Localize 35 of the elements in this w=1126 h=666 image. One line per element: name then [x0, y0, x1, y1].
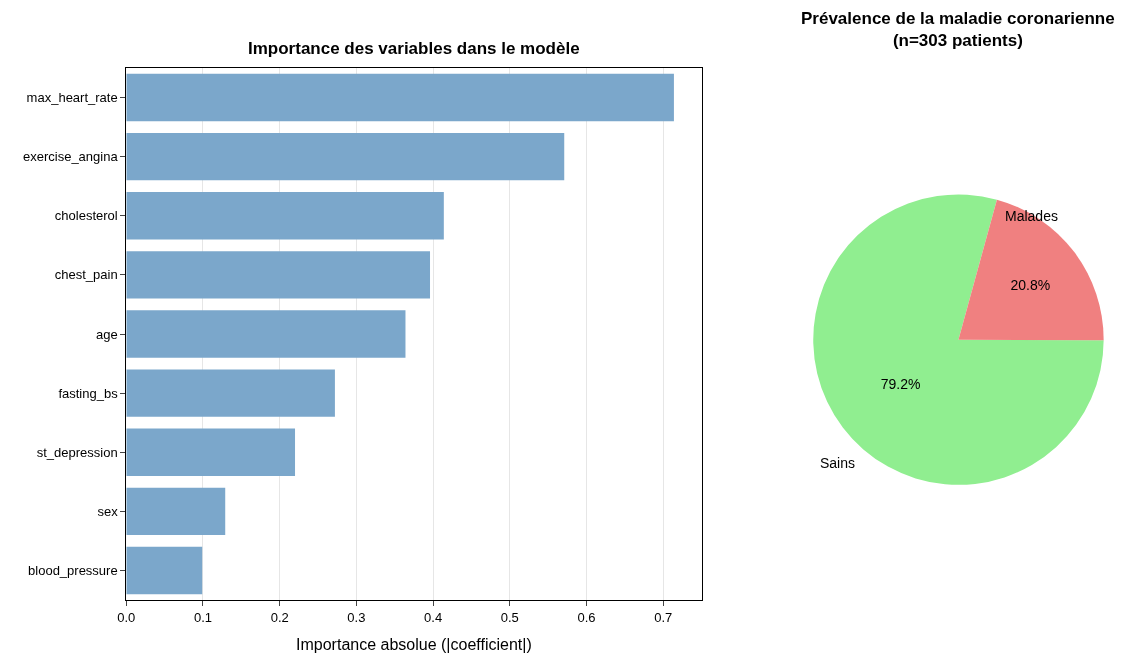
x-tick-label: 0.1 — [193, 609, 213, 625]
y-tick-label: exercise_angina — [23, 149, 119, 165]
slice-label: Sains — [820, 455, 856, 471]
y-tick-label: max_heart_rate — [26, 90, 118, 106]
bar — [126, 369, 335, 417]
pie-slice — [813, 194, 1104, 485]
chart-title: Importance des variables dans le modèle — [248, 39, 580, 58]
bar — [126, 132, 565, 181]
slice-label: Malades — [1005, 208, 1058, 224]
bar — [126, 546, 203, 595]
x-axis-title: Importance absolue (|coefficient|) — [296, 636, 532, 654]
y-tick-label: age — [95, 326, 118, 342]
y-tick-label: blood_pressure — [28, 563, 118, 579]
y-tick-label: chest_pain — [54, 267, 118, 283]
bar — [126, 310, 406, 358]
data-label: 20.8% — [1010, 277, 1051, 294]
y-tick-label: cholesterol — [54, 208, 118, 224]
y-tick-label: sex — [97, 503, 119, 519]
bar — [126, 428, 296, 476]
bar — [126, 192, 444, 240]
x-tick-label: 0.4 — [424, 609, 443, 625]
bar — [126, 73, 674, 122]
x-tick-label: 0.2 — [270, 609, 289, 625]
pie-slice — [958, 199, 1104, 341]
y-tick-label: st_depression — [36, 444, 118, 460]
x-tick-label: 0.3 — [347, 609, 366, 625]
chart-title: Prévalence de la maladie coronarienne (n=303 patients) — [801, 9, 1115, 51]
x-tick-label: 0.7 — [654, 609, 673, 625]
data-label: 79.2% — [880, 375, 921, 392]
x-tick-label: 0.0 — [117, 609, 136, 625]
y-tick-label: fasting_bs — [58, 385, 119, 401]
x-tick-label: 0.6 — [577, 609, 596, 625]
bar — [126, 487, 226, 536]
bar — [126, 251, 431, 299]
x-tick-label: 0.5 — [500, 609, 519, 625]
